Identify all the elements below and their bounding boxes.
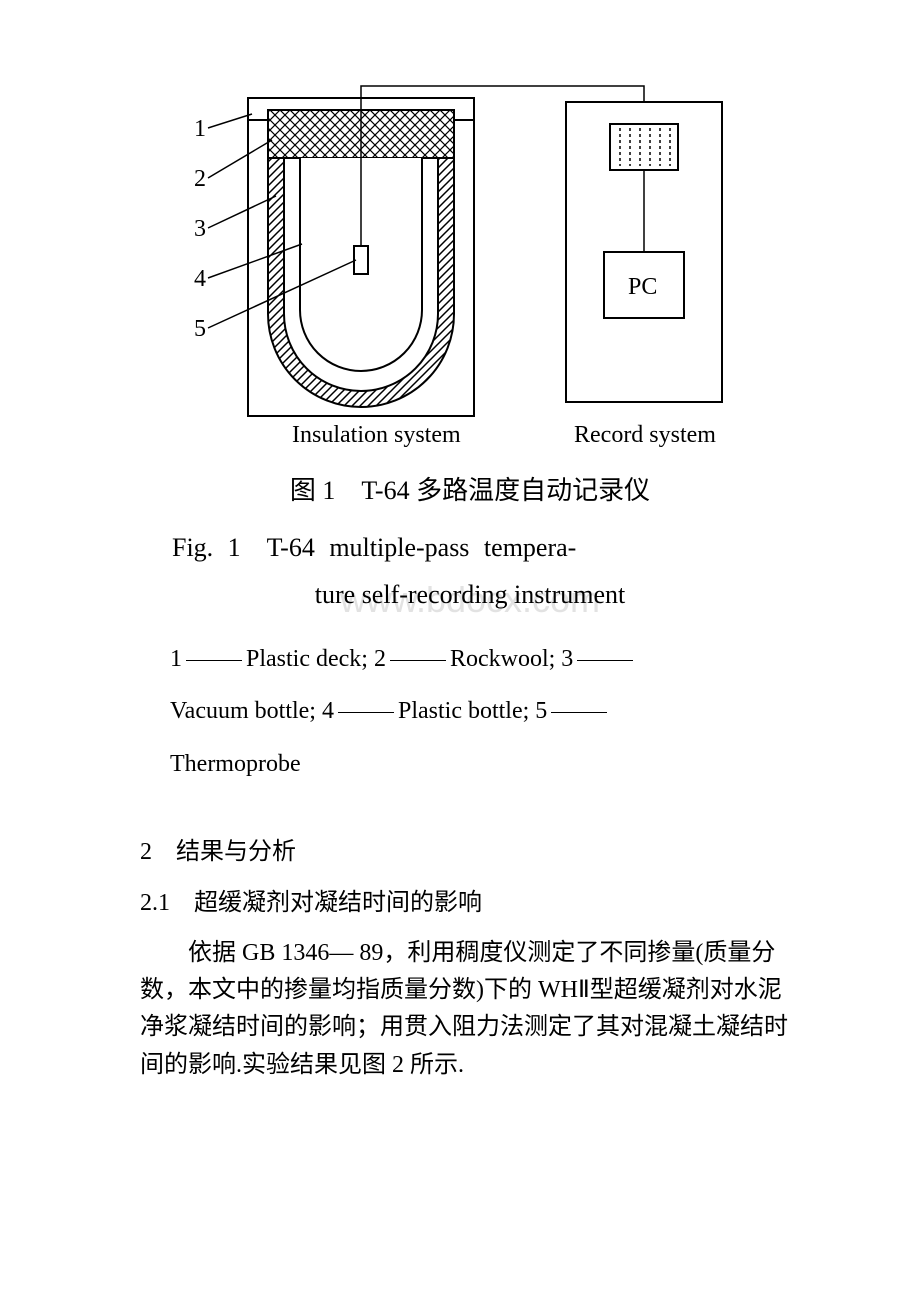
svg-text:2: 2 [194, 166, 206, 192]
legend-3-text: Plastic bottle; 5 [398, 698, 547, 724]
legend-3-pre: Vacuum bottle; 4 [170, 698, 334, 724]
figure-1-container: 1 2 3 4 5 PC [140, 80, 800, 791]
figure-caption-cn: 图 1 T-64 多路温度自动记录仪 [160, 470, 780, 507]
subsection-number: 2.1 [140, 890, 170, 916]
svg-text:5: 5 [194, 316, 206, 342]
legend-1-num: 1 [170, 646, 182, 672]
figure-caption-en-1: Fig. 1 T-64 multiple-pass tempera- [164, 525, 776, 572]
dash-icon [338, 712, 394, 713]
body-paragraph: 依据 GB 1346— 89，利用稠度仪测定了不同掺量(质量分数，本文中的掺量均… [140, 935, 800, 1084]
legend-1-text: Plastic deck; 2 [246, 646, 386, 672]
record-caption: Record system [574, 422, 716, 448]
figure-caption-en-2-wrap: www.bdocx.com ture self-recording instru… [164, 572, 776, 619]
svg-text:PC: PC [628, 274, 657, 300]
section-title: 结果与分析 [176, 839, 296, 865]
subsection-title: 超缓凝剂对凝结时间的影响 [194, 890, 482, 916]
dash-icon [577, 660, 633, 661]
section-number: 2 [140, 839, 152, 865]
svg-text:3: 3 [194, 216, 206, 242]
svg-text:1: 1 [194, 116, 206, 142]
svg-text:4: 4 [194, 266, 206, 292]
figure-1-diagram: 1 2 3 4 5 PC [190, 80, 750, 450]
dash-icon [390, 660, 446, 661]
dash-icon [551, 712, 607, 713]
figure-captions: 图 1 T-64 多路温度自动记录仪 Fig. 1 T-64 multiple-… [140, 470, 800, 791]
figure-legend: 1 Plastic deck; 2 Rockwool; 3 Vacuum bottl… [160, 633, 780, 791]
legend-4-text: Thermoprobe [170, 751, 301, 777]
insulation-caption: Insulation system [292, 422, 461, 448]
subsection-heading: 2.1 超缓凝剂对凝结时间的影响 [140, 882, 800, 917]
section-heading: 2 结果与分析 [140, 831, 800, 866]
dash-icon [186, 660, 242, 661]
legend-2-text: Rockwool; 3 [450, 646, 573, 672]
figure-caption-en-2: ture self-recording instrument [315, 580, 625, 609]
